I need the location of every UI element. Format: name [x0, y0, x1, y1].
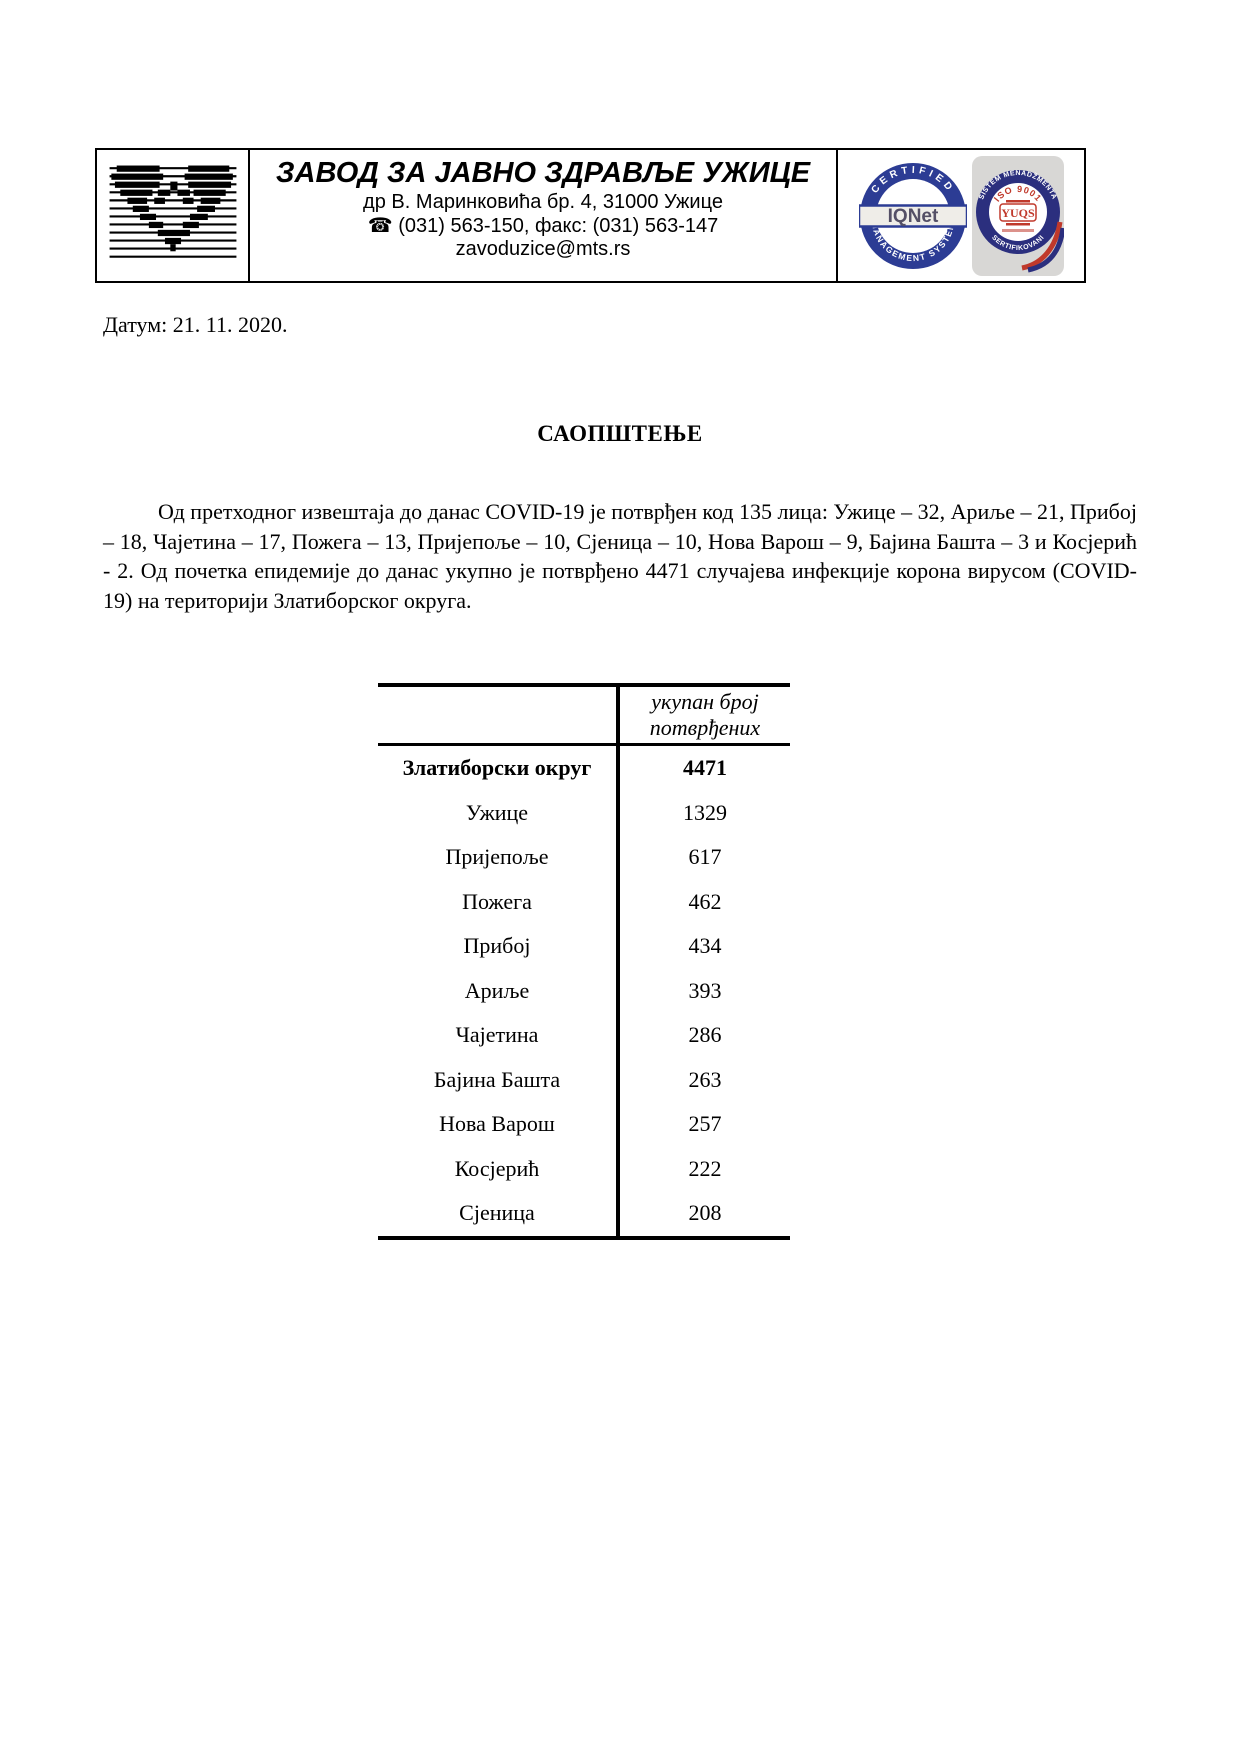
- table-row: Косјерић 222: [378, 1146, 790, 1191]
- confirmed-count: 222: [688, 1155, 722, 1181]
- confirmed-count: 393: [688, 977, 722, 1003]
- phone-icon: ☎: [367, 215, 393, 237]
- table-row: Нова Варош 257: [378, 1102, 790, 1147]
- date-line: Датум: 21. 11. 2020.: [103, 312, 288, 337]
- org-address: др В. Маринковића бр. 4, 31000 Ужице: [363, 191, 723, 213]
- table-row: Ариље 393: [378, 968, 790, 1013]
- municipality-label: Пожега: [378, 879, 620, 924]
- table-row: Чајетина 286: [378, 1013, 790, 1058]
- institute-logo-icon: [109, 165, 236, 258]
- table-row: Сјеница 208: [378, 1191, 790, 1238]
- confirmed-cases-table: укупан број потврђених Златиборски округ…: [378, 683, 790, 1240]
- municipality-label: Прибој: [378, 924, 620, 969]
- confirmed-count: 1329: [683, 799, 727, 825]
- municipality-label: Нова Варош: [378, 1102, 620, 1147]
- municipality-label: Чајетина: [378, 1013, 620, 1058]
- municipality-label: Пријепоље: [378, 835, 620, 880]
- confirmed-count: 286: [688, 1022, 722, 1048]
- svg-text:IQNet: IQNet: [887, 206, 938, 227]
- org-email: zavoduzice@mts.rs: [455, 238, 631, 260]
- org-name: ЗАВОД ЗА ЈАВНО ЗДРАВЉЕ УЖИЦЕ: [275, 157, 811, 189]
- iqnet-certification-seal-icon: CERTIFIED MANAGEMENT SYSTEM IQNet: [858, 162, 967, 269]
- iso9001-certification-seal-icon: SISTEM MENADŽMENTA SERTIFIKOVANI ISO 900…: [971, 155, 1064, 276]
- confirmed-count: 208: [688, 1200, 722, 1226]
- letterhead-logo-cell: [97, 150, 250, 281]
- org-phone-line: ☎ (031) 563-150, факс: (031) 563-147: [250, 214, 836, 238]
- letterhead: ЗАВОД ЗА ЈАВНО ЗДРАВЉЕ УЖИЦЕ др В. Марин…: [95, 148, 1086, 283]
- column-header-confirmed-total: укупан број потврђених: [618, 685, 790, 746]
- table-row: Пожега 462: [378, 879, 790, 924]
- certification-seals: CERTIFIED MANAGEMENT SYSTEM IQNet: [838, 150, 1084, 281]
- table-row: Пријепоље 617: [378, 835, 790, 880]
- svg-text:YUQS: YUQS: [1001, 206, 1035, 220]
- confirmed-count: 434: [688, 933, 722, 959]
- municipality-label: Ужице: [378, 790, 620, 835]
- confirmed-count: 263: [688, 1066, 722, 1092]
- municipality-label: Ариље: [378, 968, 620, 1013]
- empty-header-cell: [378, 685, 620, 746]
- confirmed-count: 462: [688, 888, 722, 914]
- confirmed-count: 257: [688, 1111, 722, 1137]
- table-row: Ужице 1329: [378, 790, 790, 835]
- letterhead-text-cell: ЗАВОД ЗА ЈАВНО ЗДРАВЉЕ УЖИЦЕ др В. Марин…: [250, 150, 838, 281]
- table-row: Бајина Башта 263: [378, 1057, 790, 1102]
- table-header-row: укупан број потврђених: [378, 685, 790, 746]
- municipality-label: Бајина Башта: [378, 1057, 620, 1102]
- page-title: САОПШТЕЊЕ: [537, 421, 703, 446]
- municipality-label: Косјерић: [378, 1146, 620, 1191]
- table-row: Прибој 434: [378, 924, 790, 969]
- phone-fax-text: (031) 563-150, факс: (031) 563-147: [398, 215, 719, 237]
- cases-table-body: Златиборски округ 4471 Ужице 1329 Пријепоље 6…: [378, 744, 790, 1238]
- confirmed-count: 617: [688, 844, 722, 870]
- body-paragraph: Од претходног извештаја до данас COVID-1…: [103, 499, 1137, 613]
- municipality-label: Сјеница: [378, 1191, 620, 1238]
- municipality-label: Златиборски округ: [378, 744, 620, 791]
- table-row: Златиборски округ 4471: [378, 744, 790, 791]
- confirmed-count: 4471: [683, 755, 727, 781]
